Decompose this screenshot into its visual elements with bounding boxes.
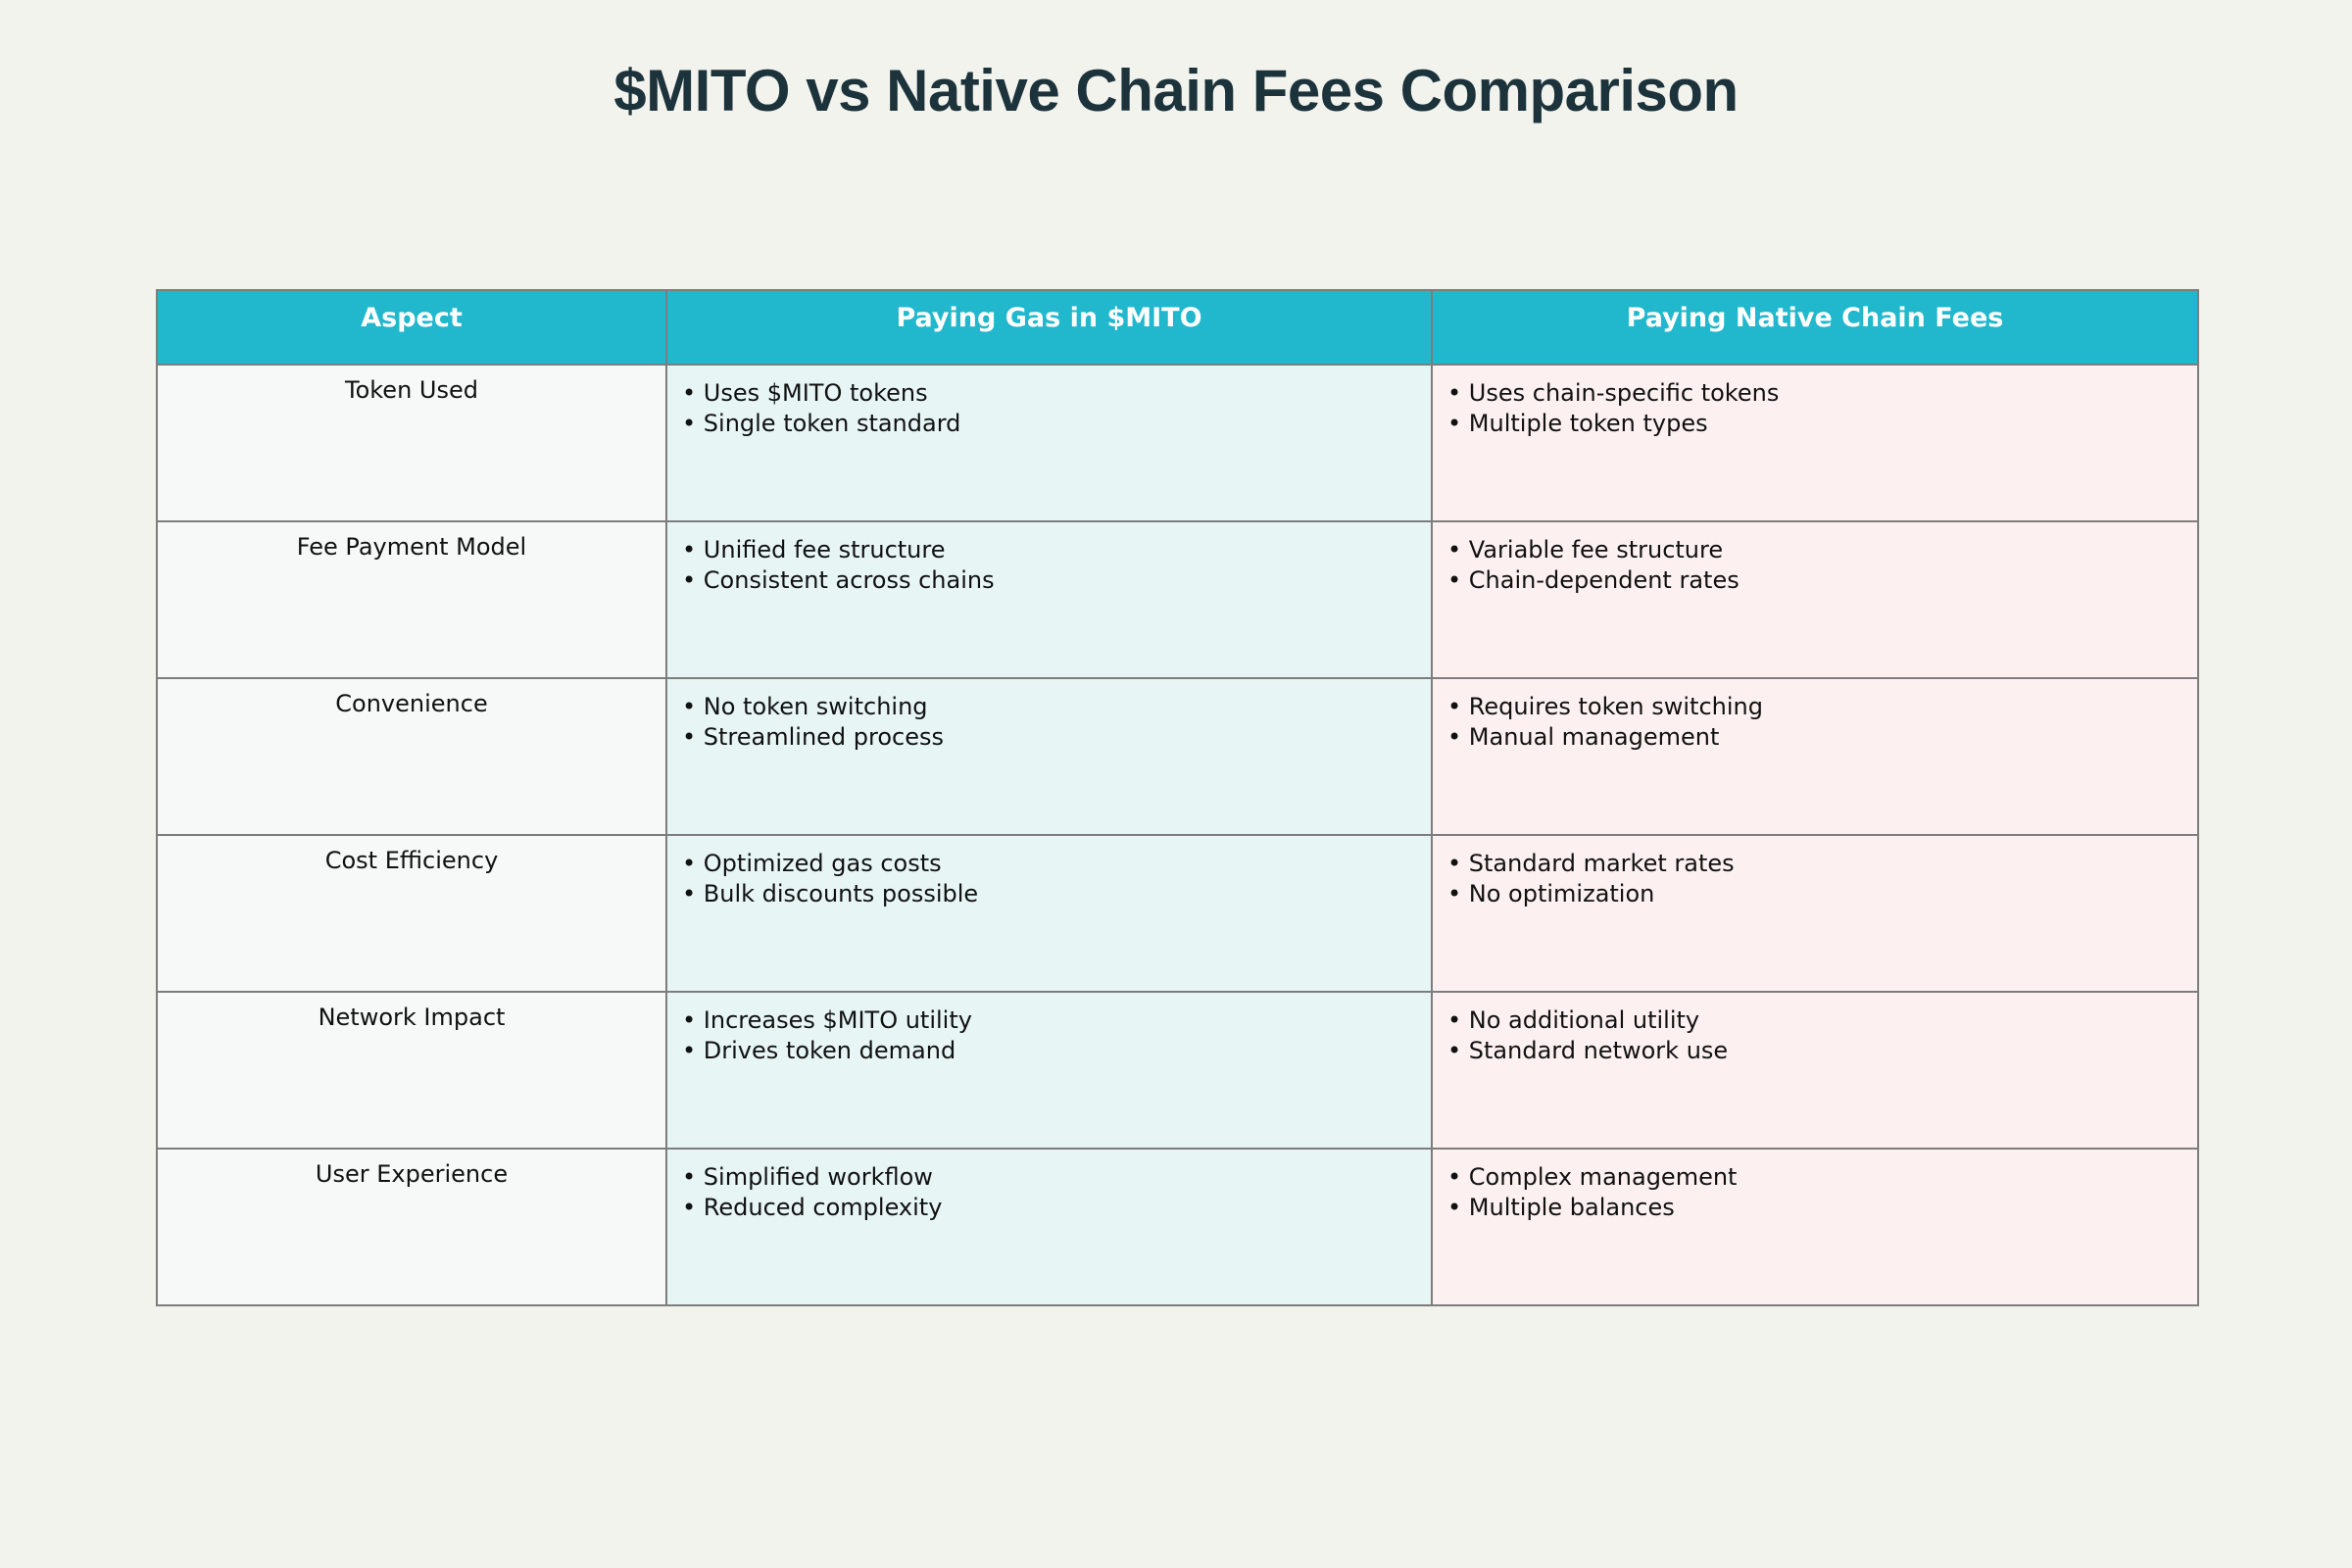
mito-point: • No token switching [682, 693, 928, 720]
native-cell: • Variable fee structure • Chain-depende… [1431, 520, 2199, 679]
mito-point: • Unified fee structure [682, 536, 946, 564]
mito-cell: • Optimized gas costs • Bulk discounts p… [665, 834, 1433, 993]
aspect-cell: Cost Efficiency [156, 834, 667, 993]
mito-point: • Reduced complexity [682, 1194, 943, 1221]
aspect-cell: Fee Payment Model [156, 520, 667, 679]
native-point: • Requires token switching [1447, 693, 1763, 720]
mito-cell: • Uses $MITO tokens • Single token stand… [665, 364, 1433, 522]
native-point: • Multiple token types [1447, 410, 1708, 437]
column-header-native: Paying Native Chain Fees [1431, 289, 2199, 366]
native-point: • Variable fee structure [1447, 536, 1724, 564]
mito-point: • Increases $MITO utility [682, 1006, 972, 1034]
native-cell: • Complex management • Multiple balances [1431, 1148, 2199, 1306]
column-header-aspect: Aspect [156, 289, 667, 366]
native-point: • Standard network use [1447, 1037, 1729, 1064]
mito-cell: • Increases $MITO utility • Drives token… [665, 991, 1433, 1150]
aspect-cell: User Experience [156, 1148, 667, 1306]
mito-point: • Streamlined process [682, 723, 945, 751]
native-point: • Uses chain-specific tokens [1447, 379, 1780, 407]
table-row: Cost Efficiency • Optimized gas costs • … [156, 834, 2199, 993]
native-point: • No additional utility [1447, 1006, 1700, 1034]
mito-point: • Consistent across chains [682, 566, 995, 594]
column-header-mito: Paying Gas in $MITO [665, 289, 1433, 366]
mito-cell: • Simplified workflow • Reduced complexi… [665, 1148, 1433, 1306]
native-cell: • Standard market rates • No optimizatio… [1431, 834, 2199, 993]
mito-point: • Drives token demand [682, 1037, 956, 1064]
mito-point: • Simplified workflow [682, 1163, 933, 1191]
comparison-table: Aspect Paying Gas in $MITO Paying Native… [156, 289, 2199, 1306]
native-point: • Standard market rates [1447, 850, 1735, 877]
aspect-cell: Convenience [156, 677, 667, 836]
mito-point: • Single token standard [682, 410, 961, 437]
mito-point: • Uses $MITO tokens [682, 379, 928, 407]
native-point: • Complex management [1447, 1163, 1738, 1191]
native-point: • Multiple balances [1447, 1194, 1675, 1221]
mito-cell: • Unified fee structure • Consistent acr… [665, 520, 1433, 679]
native-cell: • Uses chain-specific tokens • Multiple … [1431, 364, 2199, 522]
table-row: Fee Payment Model • Unified fee structur… [156, 520, 2199, 679]
aspect-cell: Network Impact [156, 991, 667, 1150]
aspect-cell: Token Used [156, 364, 667, 522]
table-row: User Experience • Simplified workflow • … [156, 1148, 2199, 1306]
native-cell: • Requires token switching • Manual mana… [1431, 677, 2199, 836]
native-cell: • No additional utility • Standard netwo… [1431, 991, 2199, 1150]
table-row: Network Impact • Increases $MITO utility… [156, 991, 2199, 1150]
table-row: Token Used • Uses $MITO tokens • Single … [156, 364, 2199, 522]
native-point: • Manual management [1447, 723, 1720, 751]
mito-point: • Optimized gas costs [682, 850, 942, 877]
page-title: $MITO vs Native Chain Fees Comparison [613, 58, 1739, 123]
native-point: • Chain-dependent rates [1447, 566, 1740, 594]
native-point: • No optimization [1447, 880, 1655, 907]
header-row: Aspect Paying Gas in $MITO Paying Native… [156, 289, 2199, 366]
table-row: Convenience • No token switching • Strea… [156, 677, 2199, 836]
mito-cell: • No token switching • Streamlined proce… [665, 677, 1433, 836]
mito-point: • Bulk discounts possible [682, 880, 979, 907]
